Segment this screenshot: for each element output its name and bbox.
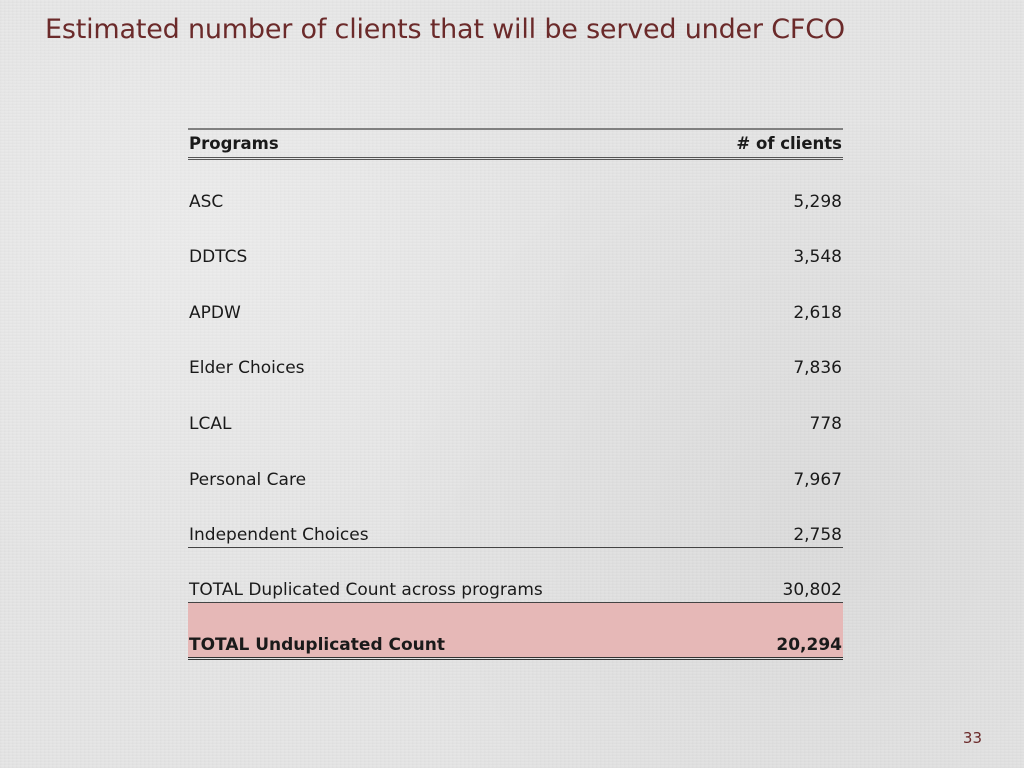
- duplicated-total-row: TOTAL Duplicated Count across programs 3…: [188, 547, 843, 604]
- duplicated-total-value: 30,802: [660, 547, 843, 604]
- table-row: Elder Choices 7,836: [188, 325, 843, 381]
- page-number: 33: [962, 729, 982, 747]
- clients-table: Programs # of clients ASC 5,298 DDTCS 3,…: [188, 128, 843, 660]
- column-header-programs: Programs: [188, 128, 660, 160]
- program-name: ASC: [189, 191, 224, 212]
- program-name: LCAL: [189, 413, 232, 434]
- program-name: Personal Care: [189, 469, 307, 490]
- client-count: 778: [809, 413, 842, 434]
- program-name: DDTCS: [189, 247, 248, 268]
- table-body: ASC 5,298 DDTCS 3,548 APDW 2,618 Elder C…: [188, 158, 843, 660]
- column-header-clients: # of clients: [660, 128, 843, 160]
- slide-title: Estimated number of clients that will be…: [45, 14, 845, 45]
- client-count: 3,548: [793, 247, 842, 268]
- client-count: 7,967: [793, 469, 842, 490]
- client-count: 7,836: [793, 358, 842, 379]
- table-header-row: Programs # of clients: [188, 128, 843, 160]
- program-name: Elder Choices: [189, 358, 305, 379]
- table-row: DDTCS 3,548: [188, 214, 843, 270]
- unduplicated-total-label: TOTAL Unduplicated Count: [188, 602, 660, 660]
- program-name: APDW: [189, 302, 241, 323]
- client-count: 5,298: [793, 191, 842, 212]
- table-row: APDW 2,618: [188, 269, 843, 325]
- client-count: 2,618: [793, 302, 842, 323]
- table-header: Programs # of clients: [188, 128, 843, 160]
- unduplicated-total-value: 20,294: [660, 602, 843, 660]
- table-row: ASC 5,298: [188, 158, 843, 214]
- client-count: 2,758: [660, 491, 843, 548]
- unduplicated-total-row: TOTAL Unduplicated Count 20,294: [188, 602, 843, 660]
- table-row: LCAL 778: [188, 380, 843, 436]
- table-row: Personal Care 7,967: [188, 436, 843, 492]
- duplicated-total-label: TOTAL Duplicated Count across programs: [188, 547, 660, 604]
- table-row: Independent Choices 2,758: [188, 491, 843, 548]
- program-name: Independent Choices: [188, 491, 660, 548]
